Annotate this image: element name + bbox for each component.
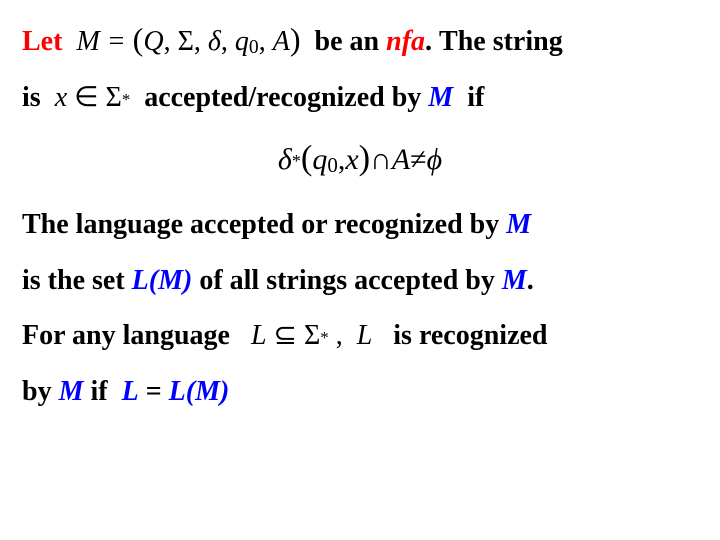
be-an: be an [301, 23, 387, 61]
tuple-A: A [273, 23, 290, 61]
acceptance-formula: δ * ( q 0 , x ) ∩ A ≠ ϕ [22, 135, 698, 182]
f-cap: ∩ [370, 140, 392, 181]
tuple-Q: Q [143, 23, 163, 61]
M-2: M [506, 206, 531, 244]
subset: ⊆ [267, 317, 304, 355]
if-2: if [83, 373, 121, 411]
L-1: L [251, 317, 267, 355]
tuple-Sigma: Σ [178, 23, 194, 61]
star-2: * [320, 327, 328, 350]
M-4: M [59, 373, 84, 411]
the-string: The string [439, 23, 563, 61]
by: by [22, 373, 59, 411]
x-var: x [55, 79, 67, 117]
is-the-set: is the set [22, 262, 132, 300]
tuple-open: ( [133, 18, 144, 61]
nfa: nfa [386, 23, 425, 61]
tuple-c1: , [164, 23, 178, 61]
f-star: * [292, 149, 301, 173]
slide-content: Let M = ( Q , Σ , δ , q 0 , A ) be an nf… [0, 0, 720, 447]
word-let: Let [22, 23, 76, 61]
eq: = [139, 373, 169, 411]
f-delta: δ [278, 140, 292, 181]
tuple-c2: , [194, 23, 208, 61]
period-2: . [527, 262, 534, 300]
line-2: is x ∈ Σ * accepted/recognized by M if [22, 79, 698, 117]
is: is [22, 79, 55, 117]
tuple-c3: , [221, 23, 235, 61]
f-phi: ϕ [427, 140, 443, 181]
f-q-sub: 0 [327, 151, 338, 179]
is-recognized: is recognized [372, 317, 547, 355]
line-4: is the set L(M) of all strings accepted … [22, 262, 698, 300]
LM-1: L(M) [132, 262, 193, 300]
period-1: . [425, 23, 439, 61]
sigma-1: Σ [106, 79, 122, 117]
star-1: * [122, 89, 130, 112]
LM-2: L(M) [169, 373, 230, 411]
tuple-delta: δ [208, 23, 221, 61]
tuple-M-eq: M = [76, 23, 132, 61]
L-2: L [357, 317, 373, 355]
L-3: L [122, 373, 139, 411]
f-A: A [392, 140, 410, 181]
tuple-close: ) [290, 18, 301, 61]
tuple-q: q [235, 23, 249, 61]
f-open: ( [301, 135, 313, 182]
line-5: For any language L ⊆ Σ * , L is recogniz… [22, 317, 698, 355]
lang-accepted: The language accepted or recognized by [22, 206, 506, 244]
f-neq: ≠ [410, 140, 426, 181]
accepted-by: accepted/recognized by [130, 79, 428, 117]
f-q: q [312, 140, 327, 181]
M-3: M [502, 262, 527, 300]
of-all-strings: of all strings accepted by [192, 262, 502, 300]
comma-2: , [329, 317, 357, 355]
iff: if [453, 79, 484, 117]
f-close: ) [359, 135, 371, 182]
tuple-q-sub: 0 [249, 35, 259, 61]
M-1: M [428, 79, 453, 117]
f-x: x [345, 140, 358, 181]
for-any-lang: For any language [22, 317, 251, 355]
line-3: The language accepted or recognized by M [22, 206, 698, 244]
sigma-2: Σ [304, 317, 320, 355]
tuple-c4: , [259, 23, 273, 61]
line-6: by M if L = L(M) [22, 373, 698, 411]
line-1: Let M = ( Q , Σ , δ , q 0 , A ) be an nf… [22, 18, 698, 61]
elem-of: ∈ [67, 79, 105, 117]
